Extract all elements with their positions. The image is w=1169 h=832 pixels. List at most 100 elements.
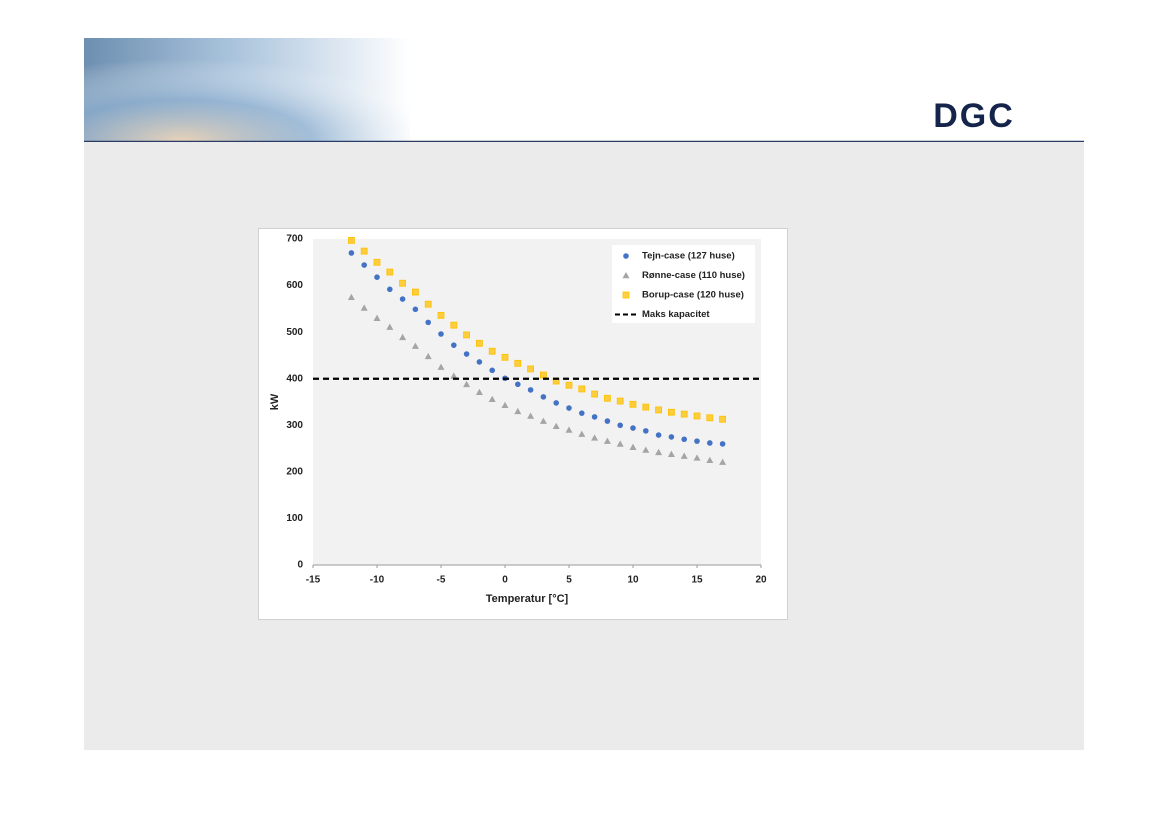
- y-tick-label: 0: [297, 560, 303, 571]
- data-point: [463, 380, 471, 388]
- data-point: [348, 250, 355, 256]
- y-tick-label: 400: [286, 373, 303, 384]
- data-point: [437, 311, 445, 319]
- legend-label: Rønne-case (110 huse): [642, 270, 745, 281]
- logo: DGC: [933, 97, 1015, 135]
- data-point: [424, 352, 432, 360]
- data-point: [706, 456, 714, 464]
- data-point: [475, 388, 483, 396]
- x-axis-label: Temperatur [°C]: [486, 593, 569, 605]
- data-point: [347, 236, 355, 244]
- data-point: [591, 390, 598, 398]
- data-point: [566, 405, 572, 411]
- y-tick-label: 600: [286, 280, 303, 291]
- data-point: [604, 418, 611, 424]
- data-point: [387, 286, 393, 293]
- data-point: [642, 446, 650, 453]
- data-point: [425, 319, 432, 326]
- data-point: [578, 430, 586, 437]
- data-point: [629, 400, 637, 408]
- legend-box: [612, 245, 755, 323]
- data-point: [463, 331, 471, 339]
- data-point: [527, 365, 534, 373]
- data-point: [668, 434, 675, 440]
- data-point: [437, 363, 445, 370]
- data-point: [488, 347, 496, 355]
- y-tick-label: 700: [286, 234, 303, 245]
- data-point: [553, 400, 559, 406]
- legend-marker: [622, 291, 630, 299]
- header-image-glow: [84, 38, 410, 141]
- data-point: [693, 454, 701, 461]
- y-tick-label: 100: [286, 513, 303, 524]
- data-point: [539, 417, 547, 424]
- y-tick-label: 500: [286, 327, 303, 338]
- data-point: [373, 314, 381, 321]
- data-point: [668, 408, 675, 416]
- data-point: [719, 441, 726, 447]
- data-point: [719, 415, 726, 423]
- data-point: [527, 412, 535, 419]
- data-point: [578, 385, 586, 393]
- data-point: [617, 422, 623, 429]
- data-point: [514, 407, 522, 415]
- x-tick-label: -15: [306, 575, 321, 586]
- data-point: [411, 342, 419, 349]
- data-point: [552, 422, 560, 430]
- legend-marker: [622, 272, 630, 279]
- data-point: [463, 351, 470, 357]
- data-point: [591, 434, 599, 441]
- data-point: [450, 321, 458, 329]
- data-point: [707, 440, 713, 446]
- legend-label: Tejn-case (127 huse): [642, 251, 735, 262]
- data-point: [360, 247, 368, 255]
- data-point: [565, 426, 573, 433]
- data-point: [719, 458, 727, 465]
- data-point: [680, 452, 688, 459]
- y-tick-label: 300: [286, 420, 303, 431]
- x-tick-label: 15: [691, 575, 703, 586]
- data-point: [591, 414, 598, 420]
- data-point: [527, 387, 534, 393]
- data-point: [630, 425, 636, 431]
- legend-label: Maks kapacitet: [642, 309, 710, 320]
- data-point: [565, 381, 573, 389]
- data-point: [411, 288, 419, 296]
- data-point: [694, 438, 700, 444]
- x-tick-label: -10: [370, 575, 385, 586]
- data-point: [642, 403, 650, 411]
- data-point: [603, 437, 611, 444]
- data-point: [681, 436, 687, 443]
- x-tick-label: 10: [627, 575, 639, 586]
- data-point: [643, 428, 649, 434]
- data-point: [655, 432, 662, 438]
- data-point: [501, 401, 509, 409]
- data-point: [680, 410, 688, 418]
- data-point: [540, 394, 547, 400]
- data-point: [424, 300, 432, 308]
- data-point: [386, 323, 394, 330]
- data-point: [374, 274, 380, 280]
- x-tick-label: 20: [755, 575, 767, 586]
- x-tick-label: 5: [566, 575, 572, 586]
- data-point: [667, 450, 675, 457]
- data-point: [438, 331, 444, 337]
- y-tick-label: 200: [286, 466, 303, 477]
- data-point: [706, 414, 714, 422]
- data-point: [451, 342, 457, 348]
- data-point: [412, 306, 419, 313]
- data-point: [373, 258, 381, 266]
- legend-label: Borup-case (120 huse): [642, 290, 744, 301]
- data-point: [629, 443, 637, 450]
- data-point: [450, 372, 458, 379]
- data-point: [488, 395, 496, 403]
- data-point: [540, 371, 547, 379]
- data-point: [399, 333, 407, 341]
- data-point: [616, 440, 624, 447]
- data-point: [361, 262, 368, 268]
- data-point: [489, 367, 496, 374]
- data-point: [655, 406, 662, 414]
- x-tick-label: 0: [502, 575, 508, 586]
